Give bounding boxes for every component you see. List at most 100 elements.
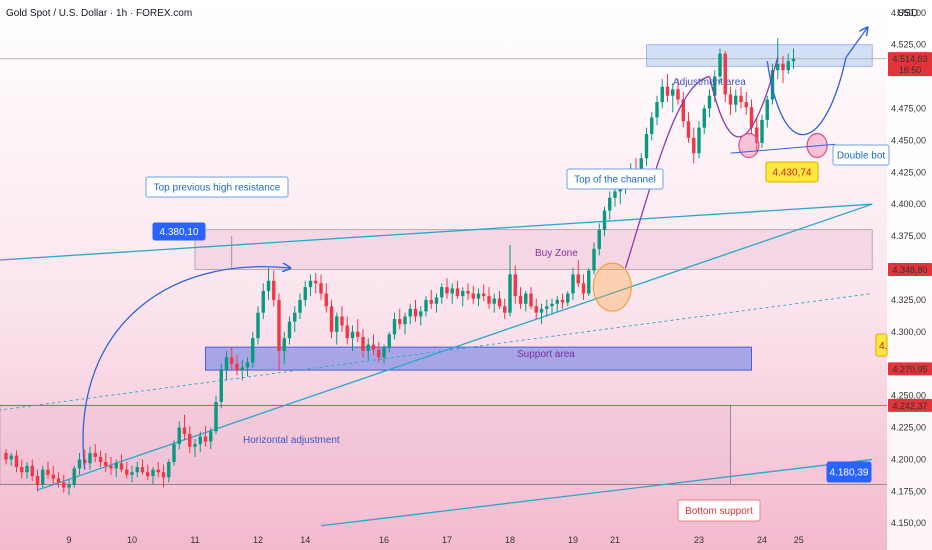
candle-body: [240, 367, 244, 371]
candle-body: [135, 467, 139, 473]
candle-body: [707, 95, 712, 109]
candle-body: [41, 469, 45, 485]
candle-body: [776, 63, 780, 71]
double-bottom-label-box: [832, 144, 890, 166]
price-label-box: [888, 362, 932, 376]
candle-body: [156, 469, 160, 473]
candle-body: [46, 469, 50, 475]
neckline: [730, 143, 836, 154]
time-tick-label: 25: [794, 535, 804, 545]
candle-body: [9, 455, 13, 460]
candle-body: [424, 299, 428, 312]
candle-body: [503, 306, 507, 313]
candle-body: [230, 357, 234, 364]
candle-body: [366, 344, 370, 351]
candle-body: [791, 58, 796, 62]
candle-body: [739, 95, 743, 103]
candle-body: [235, 363, 239, 371]
candle-body: [518, 296, 523, 304]
cut-yellow-label-box: [875, 333, 888, 357]
candle-body: [550, 303, 554, 307]
double-bottom-curve-left: [708, 57, 779, 138]
candle-body: [261, 290, 265, 313]
time-tick-label: 9: [66, 535, 71, 545]
time-tick-label: 11: [190, 535, 199, 545]
double-bottom-curve-right: [766, 57, 847, 136]
candle-body: [350, 331, 355, 339]
chart-title: Gold Spot / U.S. Dollar · 1h · FOREX.com: [6, 8, 192, 19]
candle-body: [51, 474, 55, 479]
price-axis[interactable]: 4.550,00 4.525,00 4.475,00 4.450,00 4.425,00…: [891, 8, 926, 528]
time-tick-label: 23: [694, 535, 704, 545]
channel-bottom-line: [37, 203, 873, 491]
candle-body: [314, 280, 318, 284]
candle-body: [602, 210, 607, 230]
candle-body: [755, 127, 759, 143]
price-label-text: 4.270,95: [892, 364, 927, 374]
candle-body: [466, 290, 470, 294]
candle-body: [20, 467, 24, 473]
adjustment-area-label: Adjustment area: [673, 77, 746, 88]
candle-body: [293, 312, 297, 322]
candle-body: [104, 461, 108, 466]
candle-body: [471, 293, 475, 299]
candle-body: [524, 293, 528, 304]
candle-body: [251, 338, 255, 363]
currency-label[interactable]: USD: [897, 8, 918, 19]
value-4380-label-box: [152, 222, 206, 241]
candle-body: [681, 99, 685, 122]
horizontal-adjustment-label: Horizontal adjustment: [243, 435, 340, 446]
bottom-support-label: Bottom support: [685, 506, 753, 517]
candle-body: [408, 308, 412, 317]
time-tick-label: 21: [610, 535, 620, 545]
rally-arrow-curve: [82, 267, 289, 470]
channel-top-line: [0, 203, 873, 261]
candle-body: [245, 362, 250, 368]
candle-body: [298, 299, 302, 313]
candle-body: [93, 453, 97, 457]
time-tick-label: 18: [505, 535, 515, 545]
candle-body: [14, 455, 19, 468]
candle-body: [67, 484, 71, 488]
candle-body: [534, 306, 538, 313]
candle-body: [644, 134, 649, 159]
candle-body: [461, 290, 465, 297]
candle-body: [209, 431, 213, 442]
candle-body: [140, 467, 145, 473]
candle-body: [303, 287, 307, 300]
price-tick-label: 4.300,00: [891, 327, 926, 337]
candle-body: [356, 331, 360, 337]
candle-body: [419, 311, 423, 317]
candle-body: [608, 197, 612, 211]
candle-body: [566, 293, 570, 303]
candle-body: [665, 86, 670, 96]
candle-body: [387, 334, 391, 348]
candle-body: [692, 137, 696, 154]
buy-zone-circle: [592, 262, 632, 312]
candle-body: [146, 472, 150, 477]
price-tick-label: 4.400,00: [891, 199, 926, 209]
value-4430-label: 4.430,74: [773, 168, 812, 179]
candle-body: [571, 274, 575, 294]
top-of-channel-label-box: [566, 168, 664, 190]
adjustment-area-zone: [646, 44, 873, 67]
top-of-channel-label: Top of the channel: [574, 175, 656, 186]
candle-body: [413, 308, 418, 317]
candle-body: [177, 427, 181, 445]
candle-body: [760, 119, 764, 143]
price-tick-label: 4.200,00: [891, 454, 926, 464]
resistance-zone: [194, 229, 873, 271]
candle-body: [277, 299, 281, 351]
candle-body: [581, 283, 586, 294]
time-axis[interactable]: 9 10 11 12 14 16 17 18 19 21 23 24 25: [66, 535, 803, 545]
candle-body: [671, 89, 675, 96]
candle-body: [188, 433, 192, 447]
candle-body: [655, 102, 659, 118]
candle-body: [224, 357, 229, 371]
candle-body: [114, 463, 118, 469]
candle-body: [723, 53, 727, 95]
price-label-box: [888, 52, 932, 77]
candle-body: [119, 463, 124, 470]
price-tick-label: 4.150,00: [891, 518, 926, 528]
